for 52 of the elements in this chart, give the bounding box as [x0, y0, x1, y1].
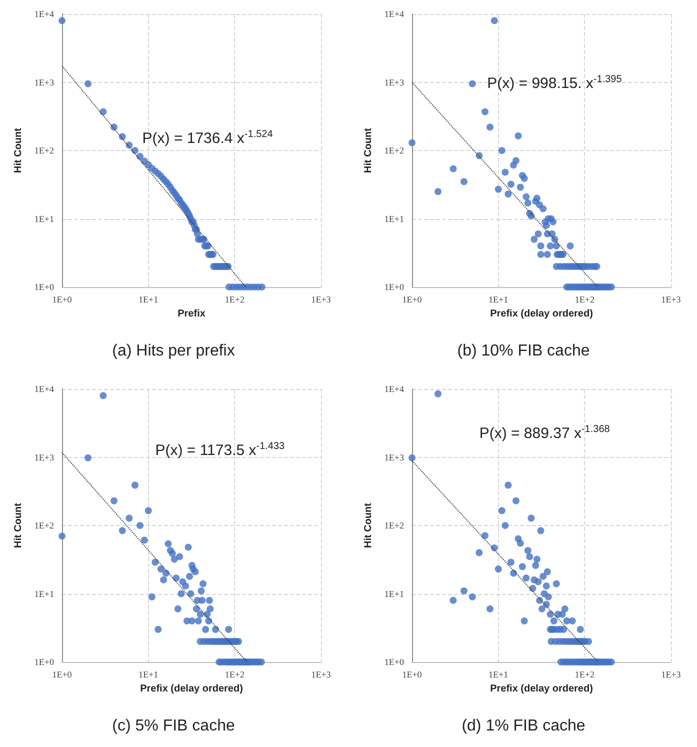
annotation: P(x) = 998.15. x$^{-1.395}$: [487, 74, 622, 92]
x-axis-title: Prefix (delay ordered): [140, 683, 243, 694]
y-tick-label: 1E+1: [34, 588, 54, 599]
y-tick-label: 1E+2: [384, 520, 404, 530]
y-tick-label: 1E+2: [384, 146, 404, 156]
y-tick-label: 1E+1: [34, 214, 54, 224]
text: (d) 1% FIB cache: [462, 718, 586, 734]
x-tick-label: 1E+1: [488, 670, 508, 680]
text: (a) Hits per prefix: [112, 342, 235, 360]
y-tick-label: 1E+2: [34, 520, 54, 530]
x-axis-title: Prefix (delay ordered): [490, 683, 593, 694]
y-tick-label: 1E+3: [384, 77, 404, 88]
y-tick-label: 1E+1: [384, 588, 404, 599]
y-tick-label: 1E+3: [384, 452, 404, 462]
x-tick-label: 1E+2: [574, 670, 594, 680]
x-tick-label: 1E+0: [52, 670, 72, 680]
x-tick-label: 1E+3: [311, 294, 332, 304]
y-tick-label: 1E+3: [34, 77, 54, 88]
y-axis-title: Hit Count: [13, 127, 24, 173]
x-tick-label: 1E+1: [138, 294, 158, 304]
x-tick-label: 1E+1: [488, 294, 508, 304]
y-tick-label: 1E+4: [384, 384, 404, 394]
x-tick-label: 1E+3: [661, 670, 682, 680]
y-axis-title: Hit Count: [363, 502, 374, 548]
y-tick-label: 1E+4: [34, 9, 54, 19]
annotation: P(x) = 889.37 x$^{-1.368}$: [479, 424, 610, 442]
x-tick-label: 1E+0: [52, 294, 72, 304]
text: (b) 10% FIB cache: [457, 342, 590, 360]
y-tick-label: 1E+4: [384, 9, 404, 19]
annotation: P(x) = 1173.5 x$^{-1.433}$: [155, 440, 285, 459]
y-tick-label: 1E+3: [34, 452, 54, 462]
x-tick-label: 1E+0: [402, 294, 422, 304]
y-tick-label: 1E+0: [384, 282, 404, 292]
text: (c) 5% FIB cache: [112, 718, 235, 734]
x-tick-label: 1E+2: [224, 670, 244, 680]
x-axis-title: Prefix: [178, 308, 206, 320]
x-tick-label: 1E+3: [661, 294, 682, 304]
y-tick-label: 1E+0: [34, 282, 54, 292]
y-tick-label: 1E+1: [384, 214, 404, 224]
y-tick-label: 1E+4: [34, 384, 54, 394]
x-tick-label: 1E+2: [574, 294, 594, 304]
y-tick-label: 1E+0: [384, 657, 404, 667]
y-axis-title: Hit Count: [13, 502, 24, 548]
x-tick-label: 1E+1: [138, 670, 158, 680]
y-tick-label: 1E+0: [34, 657, 54, 667]
x-axis-title: Prefix (delay ordered): [490, 308, 593, 320]
x-tick-label: 1E+0: [402, 670, 422, 680]
y-tick-label: 1E+2: [34, 146, 54, 156]
y-axis-title: Hit Count: [363, 127, 374, 173]
x-tick-label: 1E+2: [224, 294, 244, 304]
annotation: P(x) = 1736.4 x$^{-1.524}$: [142, 128, 273, 147]
x-tick-label: 1E+3: [311, 670, 332, 680]
